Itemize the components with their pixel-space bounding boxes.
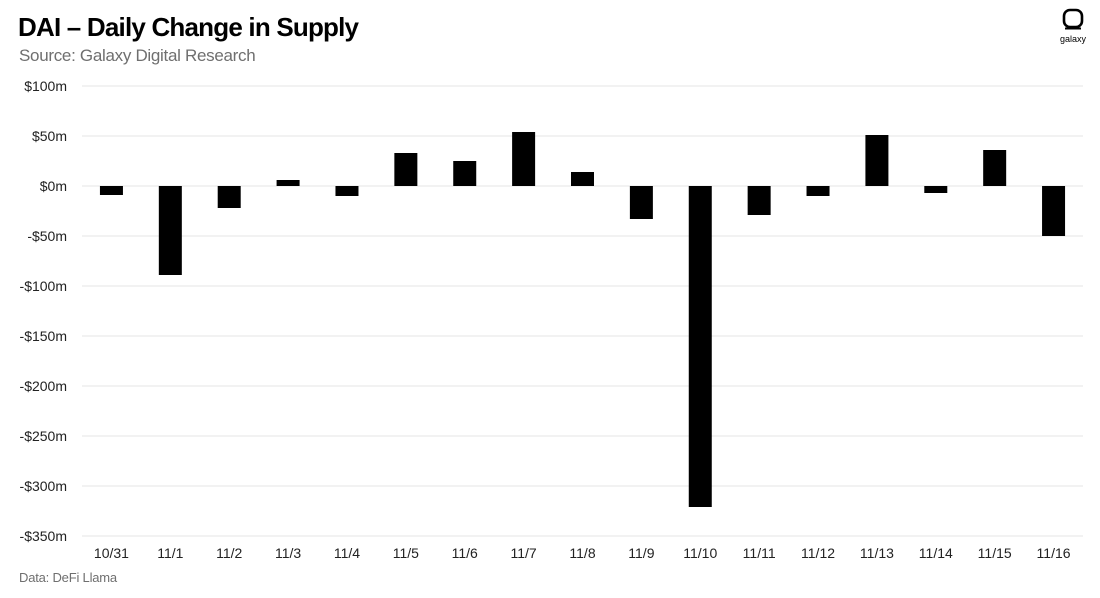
x-tick-label: 11/16 — [1037, 545, 1071, 561]
bar-11/15 — [983, 150, 1007, 186]
y-tick-label: -$100m — [20, 278, 67, 294]
galaxy-logo-icon — [1062, 8, 1084, 30]
data-source-note: Data: DeFi Llama — [19, 570, 117, 585]
y-tick-label: -$350m — [20, 528, 67, 544]
x-tick-label: 11/5 — [393, 545, 419, 561]
x-tick-label: 11/14 — [919, 545, 953, 561]
chart-subtitle: Source: Galaxy Digital Research — [19, 46, 256, 65]
x-tick-label: 11/8 — [569, 545, 595, 561]
x-tick-label: 11/4 — [334, 545, 360, 561]
y-tick-label: -$200m — [20, 378, 67, 394]
x-tick-label: 11/15 — [978, 545, 1012, 561]
galaxy-logo: galaxy — [1055, 6, 1091, 46]
y-tick-label: $100m — [24, 78, 67, 94]
bar-11/11 — [747, 186, 771, 215]
x-tick-label: 11/6 — [452, 545, 478, 561]
bar-10/31 — [99, 186, 123, 195]
bar-11/6 — [453, 161, 477, 186]
x-tick-label: 10/31 — [94, 545, 129, 561]
bars — [99, 132, 1066, 507]
bar-11/10 — [688, 186, 712, 507]
bar-11/8 — [571, 172, 594, 186]
x-tick-label: 11/10 — [683, 545, 717, 561]
x-tick-label: 11/13 — [860, 545, 894, 561]
y-tick-label: -$300m — [20, 478, 67, 494]
bar-11/12 — [806, 186, 830, 196]
y-tick-label: $50m — [32, 128, 67, 144]
x-tick-label: 11/11 — [743, 545, 776, 561]
x-tick-label: 11/1 — [157, 545, 183, 561]
grid-lines — [82, 85, 1083, 537]
chart-title: DAI – Daily Change in Supply — [18, 12, 359, 42]
y-tick-label: -$150m — [20, 328, 67, 344]
bar-11/5 — [394, 153, 418, 186]
galaxy-logo-wordmark: galaxy — [1059, 34, 1086, 44]
y-tick-label: $0m — [40, 178, 67, 194]
x-tick-label: 11/2 — [216, 545, 242, 561]
bar-11/7 — [512, 132, 536, 186]
x-axis-tick-labels: 10/31 11/1 11/2 11/3 11/4 11/5 11/6 11/7 11/8 11/… — [94, 545, 1071, 561]
y-axis-tick-labels: $100m $50m $0m -$50m -$100m -$150m -$200m -$250… — [20, 78, 67, 544]
bar-11/16 — [1042, 186, 1066, 236]
bar-11/9 — [629, 186, 653, 219]
bar-11/1 — [158, 186, 182, 275]
x-tick-label: 11/9 — [628, 545, 654, 561]
bar-11/4 — [335, 186, 359, 196]
x-tick-label: 11/3 — [275, 545, 301, 561]
bar-11/3 — [276, 180, 300, 186]
y-tick-label: -$50m — [27, 228, 67, 244]
bar-11/2 — [217, 186, 241, 208]
x-tick-label: 11/12 — [801, 545, 835, 561]
bar-11/13 — [865, 135, 889, 186]
bar-11/14 — [924, 186, 948, 193]
x-tick-label: 11/7 — [511, 545, 537, 561]
y-tick-label: -$250m — [20, 428, 67, 444]
